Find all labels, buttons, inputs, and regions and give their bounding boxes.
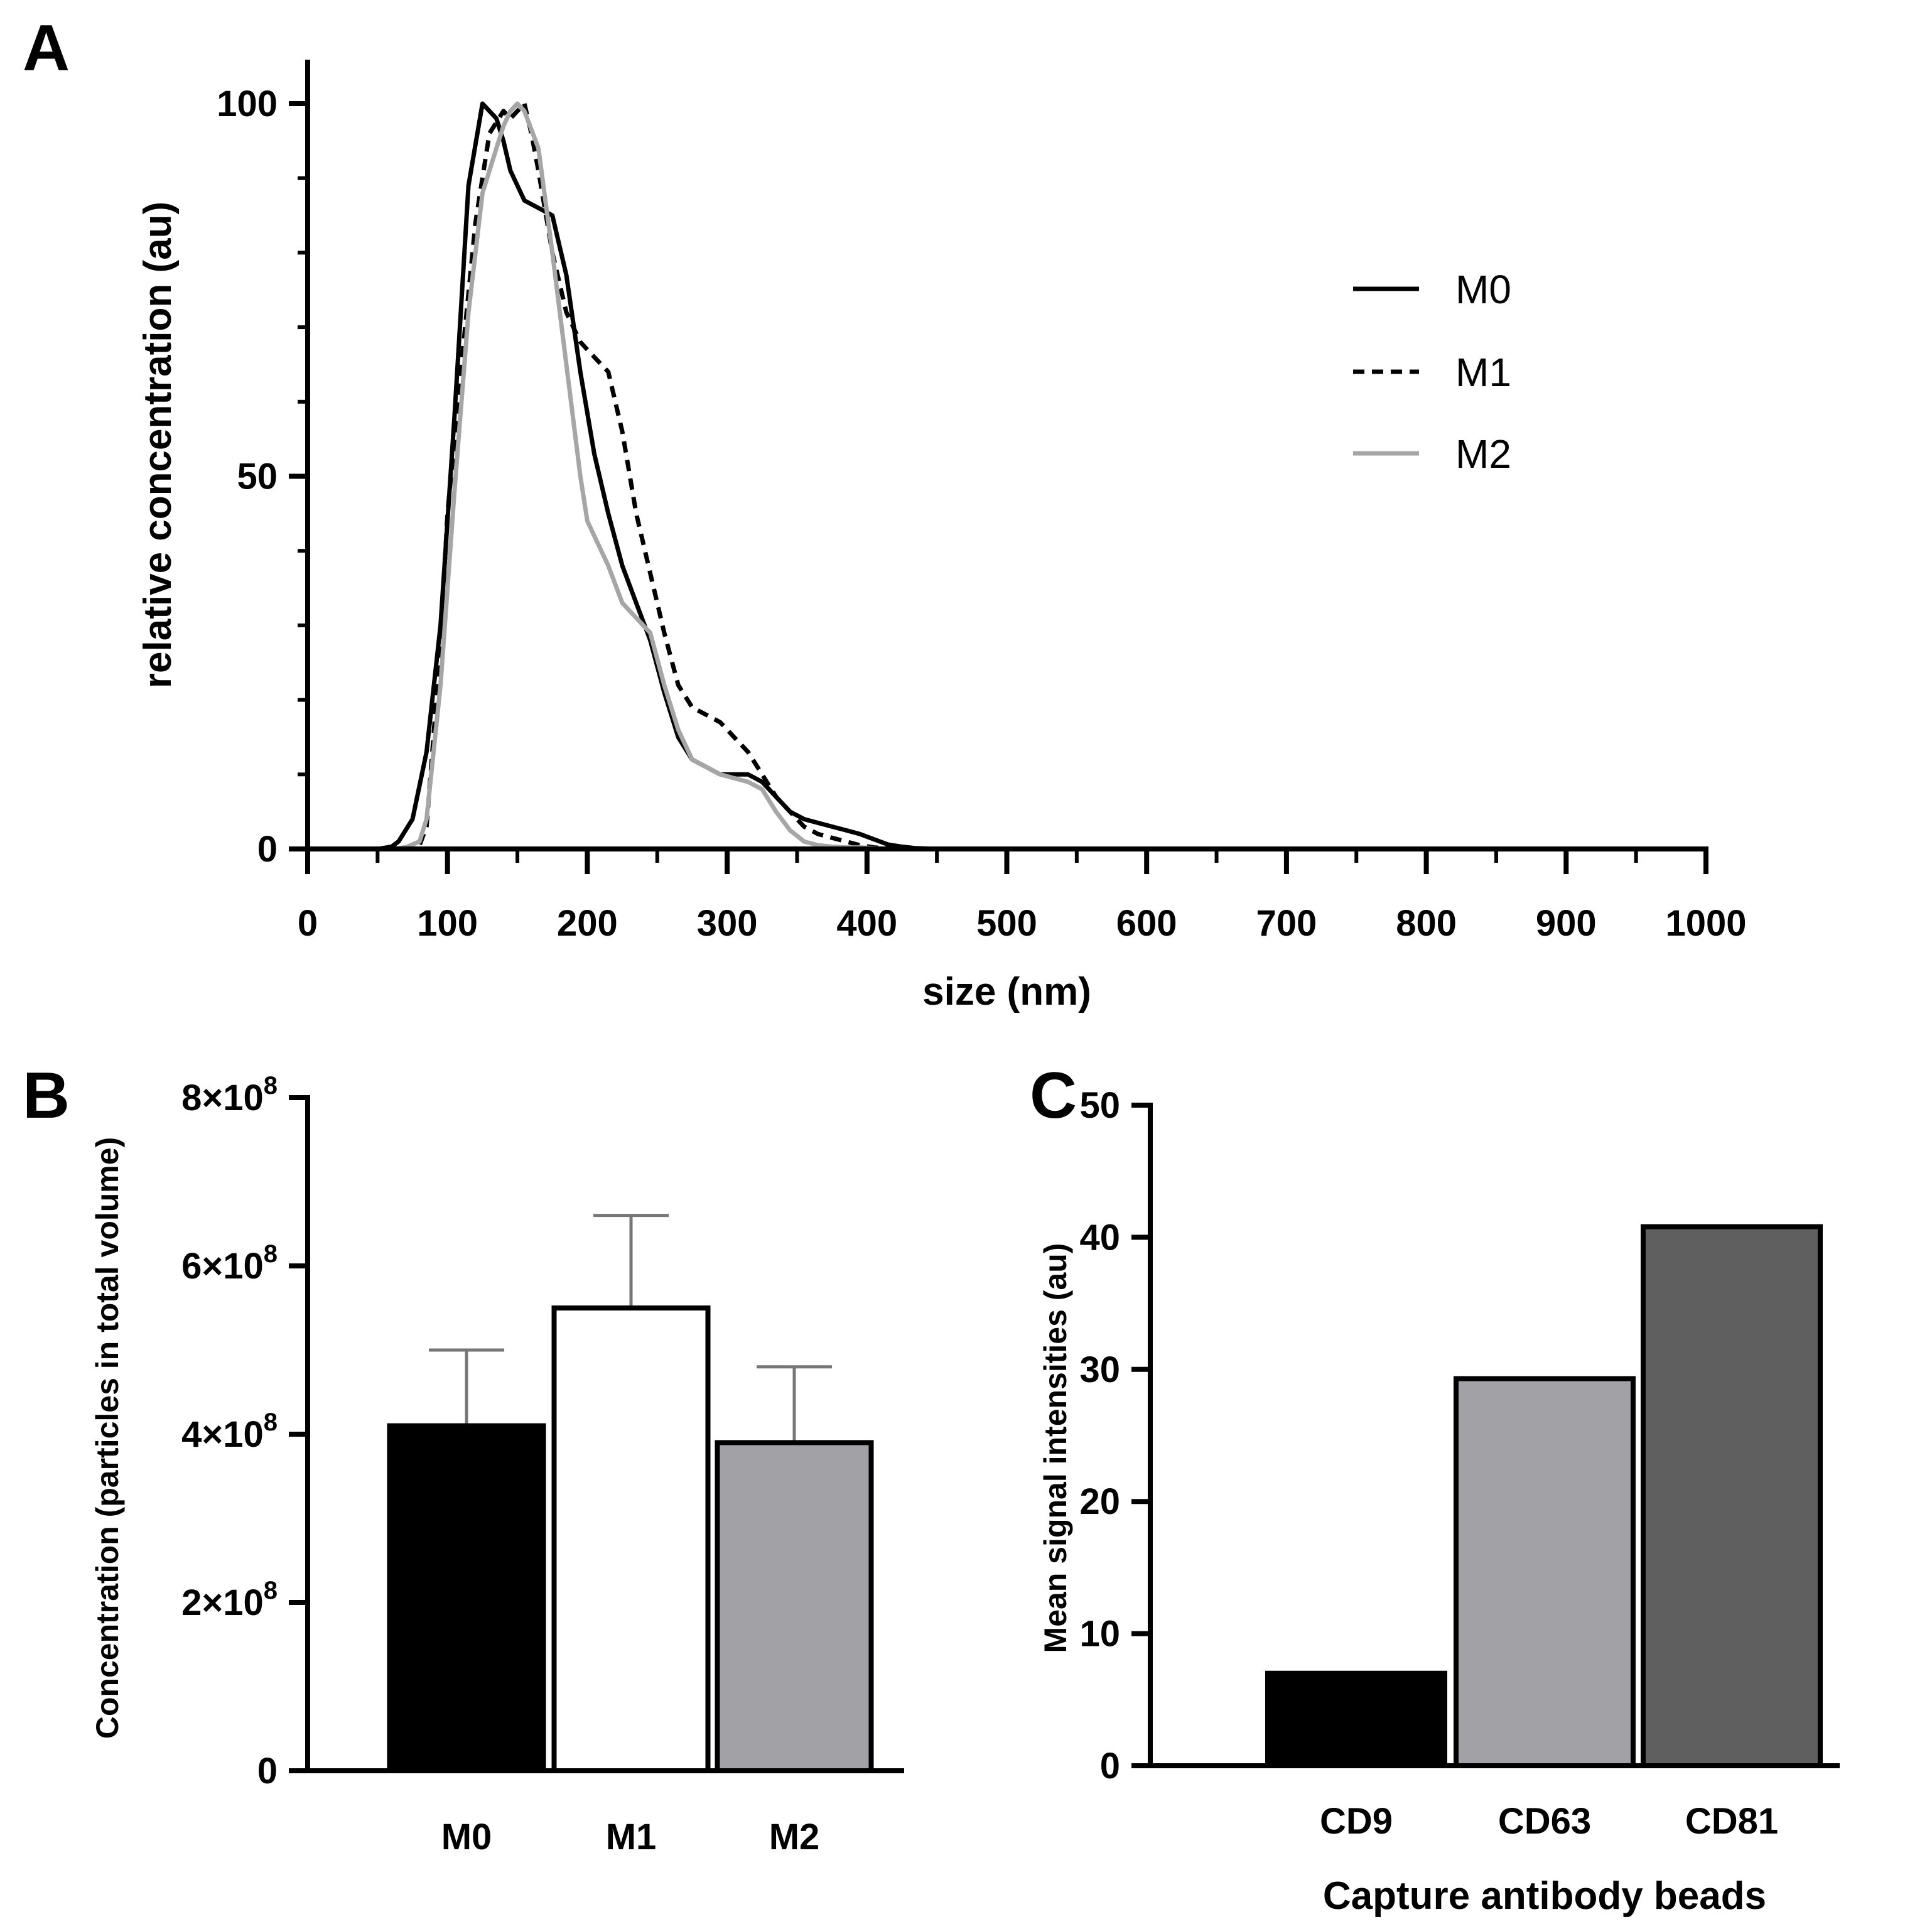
y-tick-label: 100 [217, 84, 278, 124]
y-axis-title: Mean signal intensities (au) [1038, 1243, 1073, 1653]
y-tick-label: 4×108 [181, 1408, 278, 1455]
panel-c-bar-chart: CD9 CD63 CD81 0 10 20 30 40 50 Capture antibody b… [1038, 1085, 1840, 1918]
panel-letter-b: B [23, 1059, 70, 1132]
y-tick-label: 20 [1079, 1481, 1120, 1522]
y-tick-label: 0 [257, 1751, 278, 1791]
x-axis-title: size (nm) [922, 970, 1091, 1013]
bar-m0 [387, 1423, 546, 1774]
legend-label-m1: M1 [1455, 350, 1511, 395]
x-tick-label: M1 [606, 1817, 657, 1857]
x-tick-label: 0 [298, 903, 318, 944]
x-tick-label: CD63 [1498, 1801, 1591, 1842]
bar-cd63 [1454, 1376, 1636, 1769]
x-tick-label: 500 [976, 903, 1037, 944]
y-tick-label: 6×108 [181, 1240, 278, 1287]
bar-m1 [551, 1305, 711, 1773]
x-tick-label: 600 [1116, 903, 1177, 944]
y-tick-label: 2×108 [181, 1577, 278, 1623]
panel-a-line-chart: 0 100 200 300 400 500 600 700 800 900 1000 0 50 100 si… [136, 60, 1747, 1013]
y-tick-label: 40 [1079, 1217, 1120, 1258]
x-tick-label: 700 [1256, 903, 1317, 944]
y-tick-label: 30 [1079, 1349, 1120, 1390]
x-tick-label: 200 [557, 903, 618, 944]
y-axis-title: Concentration (particles in total volume… [90, 1137, 125, 1739]
x-tick-label: CD9 [1320, 1801, 1393, 1842]
x-tick-label: 300 [697, 903, 758, 944]
bar-cd81 [1641, 1224, 1823, 1768]
legend-label-m2: M2 [1455, 431, 1511, 477]
series-line-m1 [308, 101, 1706, 851]
x-axis-title: Capture antibody beads [1323, 1874, 1766, 1918]
y-tick-label: 50 [237, 457, 278, 497]
x-tick-label: 900 [1536, 903, 1597, 944]
y-tick-label: 10 [1079, 1614, 1120, 1655]
x-tick-label: CD81 [1685, 1801, 1778, 1842]
y-tick-label: 50 [1079, 1085, 1120, 1126]
x-tick-label: M2 [769, 1817, 820, 1857]
bar-m2 [715, 1440, 874, 1773]
x-tick-label: 1000 [1665, 903, 1746, 944]
y-tick-label: 0 [1100, 1746, 1120, 1786]
y-tick-label: 0 [257, 829, 278, 870]
panel-letter-c: C [1030, 1059, 1077, 1132]
x-tick-label: 100 [417, 903, 478, 944]
x-tick-label: 800 [1396, 903, 1457, 944]
y-axis-title: relative concentration (au) [136, 202, 180, 688]
panel-b-bar-chart: M0 M1 M2 0 2×108 4×108 6×108 8×108 Concentration… [90, 1072, 904, 1857]
legend-label-m0: M0 [1455, 267, 1511, 312]
x-tick-label: 400 [836, 903, 897, 944]
x-tick-label: M0 [441, 1817, 492, 1857]
panel-letter-a: A [23, 12, 70, 85]
y-tick-label: 8×108 [181, 1072, 278, 1118]
bar-cd9 [1265, 1670, 1447, 1768]
